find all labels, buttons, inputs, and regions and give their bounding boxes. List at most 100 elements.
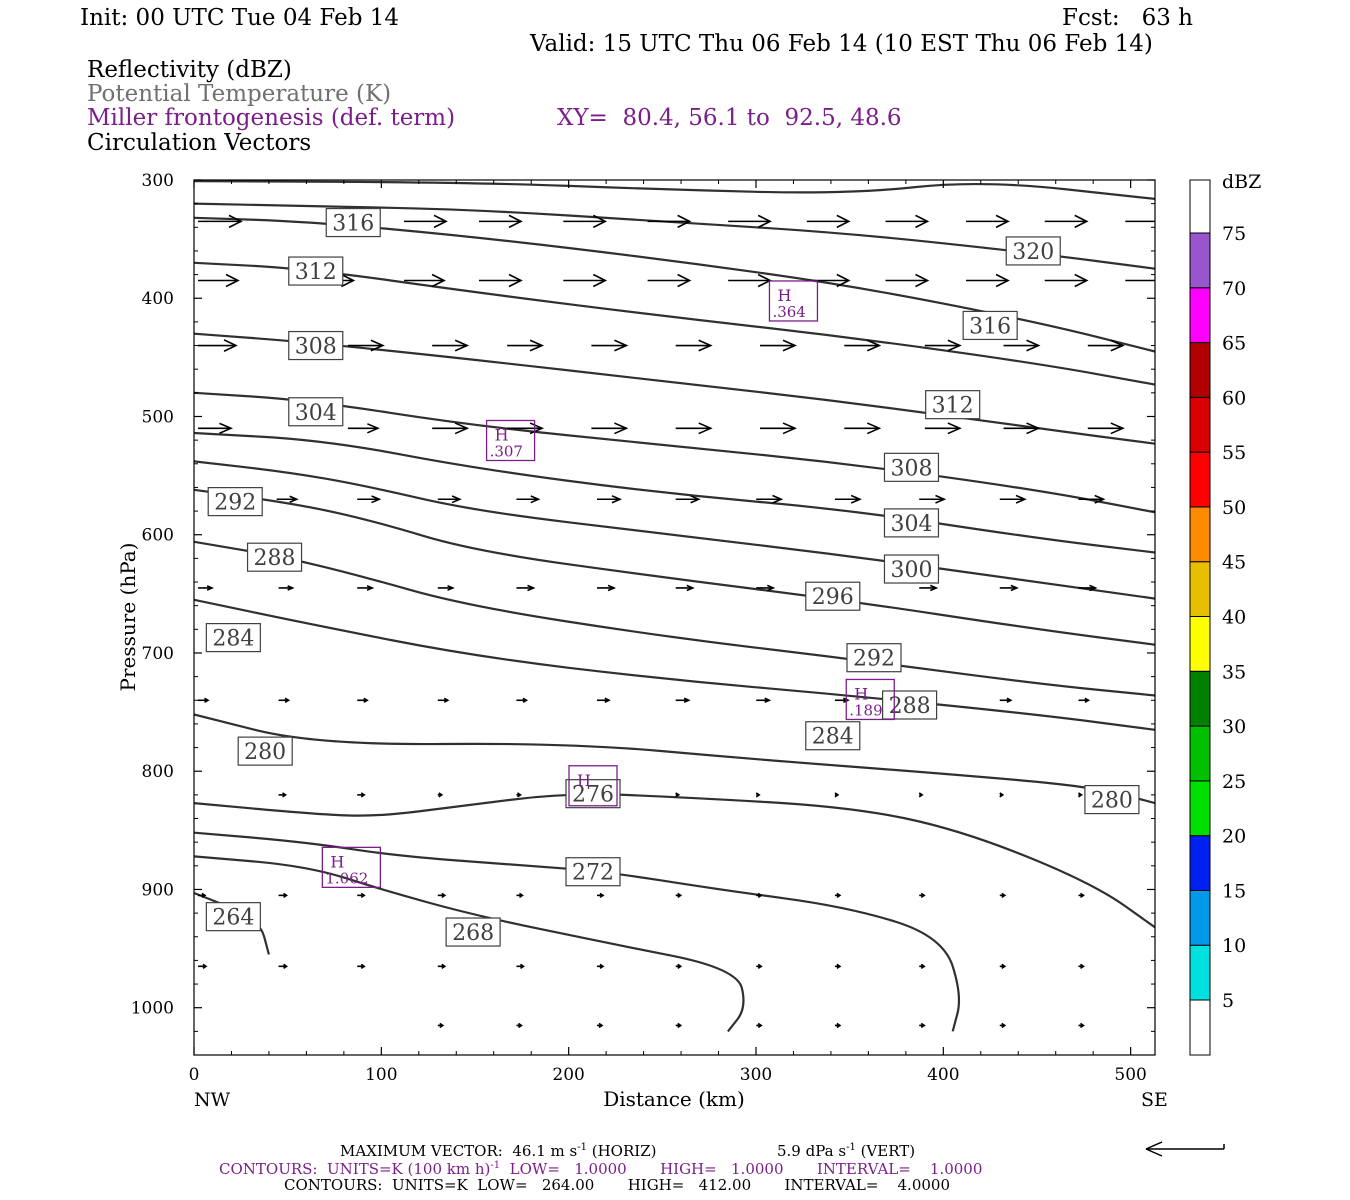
circulation-vector [918, 792, 924, 798]
theta-contour-268 [194, 855, 745, 1033]
init-time: Init: 00 UTC Tue 04 Feb 14 [80, 5, 400, 31]
theta-contour-296 [194, 460, 1155, 600]
colorbar-cell [1189, 506, 1211, 563]
circulation-vector [1078, 1022, 1085, 1029]
theta-contours [194, 180, 1155, 1033]
circulation-vector [966, 273, 1010, 288]
y-tick-label: 800 [142, 762, 174, 782]
circulation-vector [516, 892, 524, 899]
circulation-vector [278, 892, 288, 899]
colorbar-label: 10 [1222, 935, 1246, 957]
y-axis-label: Pressure (hPa) [116, 543, 140, 692]
circulation-vector [437, 584, 455, 591]
frontogenesis-contour-info: CONTOURS: UNITS=K (100 km h)-1 LOW= 1.00… [219, 1160, 983, 1178]
circulation-vector [357, 495, 382, 504]
svg-text:304: 304 [890, 512, 932, 537]
circulation-vector [834, 892, 842, 899]
svg-text:312: 312 [295, 260, 337, 285]
circulation-vector [597, 892, 605, 899]
circulation-vector [516, 697, 529, 703]
circulation-vector [966, 214, 1010, 229]
circulation-vector [756, 892, 763, 899]
circulation-vector [919, 494, 947, 504]
circulation-vector [507, 339, 545, 352]
colorbar-label: 25 [1222, 771, 1246, 793]
circulation-vector [999, 1022, 1007, 1029]
colorbar-label: 35 [1222, 661, 1246, 683]
circulation-vector [516, 1022, 523, 1029]
theta-contour-label: 312 [925, 390, 981, 420]
colorbar-label: 40 [1222, 607, 1246, 629]
colorbar-label: 70 [1222, 278, 1246, 300]
circulation-vector [404, 214, 448, 229]
svg-text:292: 292 [214, 491, 256, 516]
theta-contour-label: 312 [288, 256, 344, 286]
colorbar-label: 50 [1222, 497, 1246, 519]
theta-contour-292 [194, 488, 1155, 646]
theta-contour-labels: 316 320 312 316 308 312 304 308 292 304 288 300 296 2… [205, 207, 1140, 947]
field-reflectivity: Reflectivity (dBZ) [87, 57, 292, 83]
y-tick-label: 400 [142, 289, 174, 309]
theta-contour-label: 292 [207, 487, 263, 517]
circulation-vector [675, 495, 701, 504]
x-end-label: SE [1141, 1089, 1168, 1111]
circulation-vector [806, 214, 851, 229]
circulation-vector [437, 892, 447, 899]
circulation-vector [437, 697, 450, 703]
frontogenesis-max: H.189 [845, 678, 895, 721]
circulation-vector [756, 697, 772, 704]
colorbar-cell [1189, 999, 1211, 1056]
svg-text:284: 284 [212, 627, 254, 652]
circulation-vector [1003, 422, 1041, 435]
colorbar-label: 15 [1222, 880, 1246, 902]
circulation-vector [755, 792, 761, 798]
circulation-vector [647, 214, 692, 229]
theta-contour-info: CONTOURS: UNITS=K LOW= 264.00 HIGH= 412.… [284, 1176, 950, 1194]
colorbar-label: 65 [1222, 333, 1246, 355]
circulation-vector [516, 963, 525, 969]
circulation-vector [278, 963, 288, 969]
circulation-vector [1044, 273, 1089, 288]
theta-contour-label: 316 [962, 310, 1018, 341]
header: Init: 00 UTC Tue 04 Feb 14 Fcst: 63 h Va… [0, 0, 1350, 160]
circulation-vector [675, 792, 681, 798]
svg-text:280: 280 [244, 740, 286, 765]
svg-text:308: 308 [890, 456, 932, 481]
svg-text:316: 316 [969, 314, 1011, 339]
max-vector-vert: 5.9 dPa s-1 (VERT) [777, 1142, 916, 1160]
valid-time: Valid: 15 UTC Thu 06 Feb 14 (10 EST Thu … [530, 31, 1153, 57]
colorbar-label: 30 [1222, 716, 1246, 738]
circulation-vector [756, 963, 763, 969]
svg-text:296: 296 [812, 585, 854, 610]
theta-contour-280 [194, 713, 1155, 805]
theta-contour-304 [194, 391, 1155, 514]
colorbar-title: dBZ [1222, 171, 1261, 193]
circulation-vector [1087, 422, 1125, 435]
svg-text:292: 292 [853, 647, 895, 672]
circulation-vector [924, 339, 962, 352]
circulation-vector [357, 792, 366, 798]
circulation-vector [478, 214, 523, 229]
circulation-vector [844, 422, 882, 435]
colorbar-cell [1189, 889, 1211, 946]
colorbar-label: 60 [1222, 387, 1246, 409]
circulation-vector [1125, 215, 1155, 227]
svg-text:H: H [854, 684, 868, 703]
theta-contour-300 [194, 431, 1155, 554]
theta-contour-label: 308 [883, 452, 940, 482]
y-tick-label: 500 [142, 407, 174, 427]
circulation-vector [675, 892, 683, 899]
circulation-vector [198, 963, 208, 969]
colorbar-label: 55 [1222, 442, 1246, 464]
circulation-vector [924, 422, 962, 435]
circulation-vector [675, 422, 713, 435]
circulation-vector [919, 1022, 926, 1029]
svg-text:272: 272 [572, 861, 614, 886]
circulation-vector [834, 963, 842, 969]
y-tick-label: 700 [142, 644, 174, 664]
svg-text:1.062: 1.062 [325, 869, 368, 887]
circulation-vector [756, 1022, 763, 1029]
svg-text:288: 288 [889, 694, 931, 719]
circulation-vector [647, 273, 692, 288]
